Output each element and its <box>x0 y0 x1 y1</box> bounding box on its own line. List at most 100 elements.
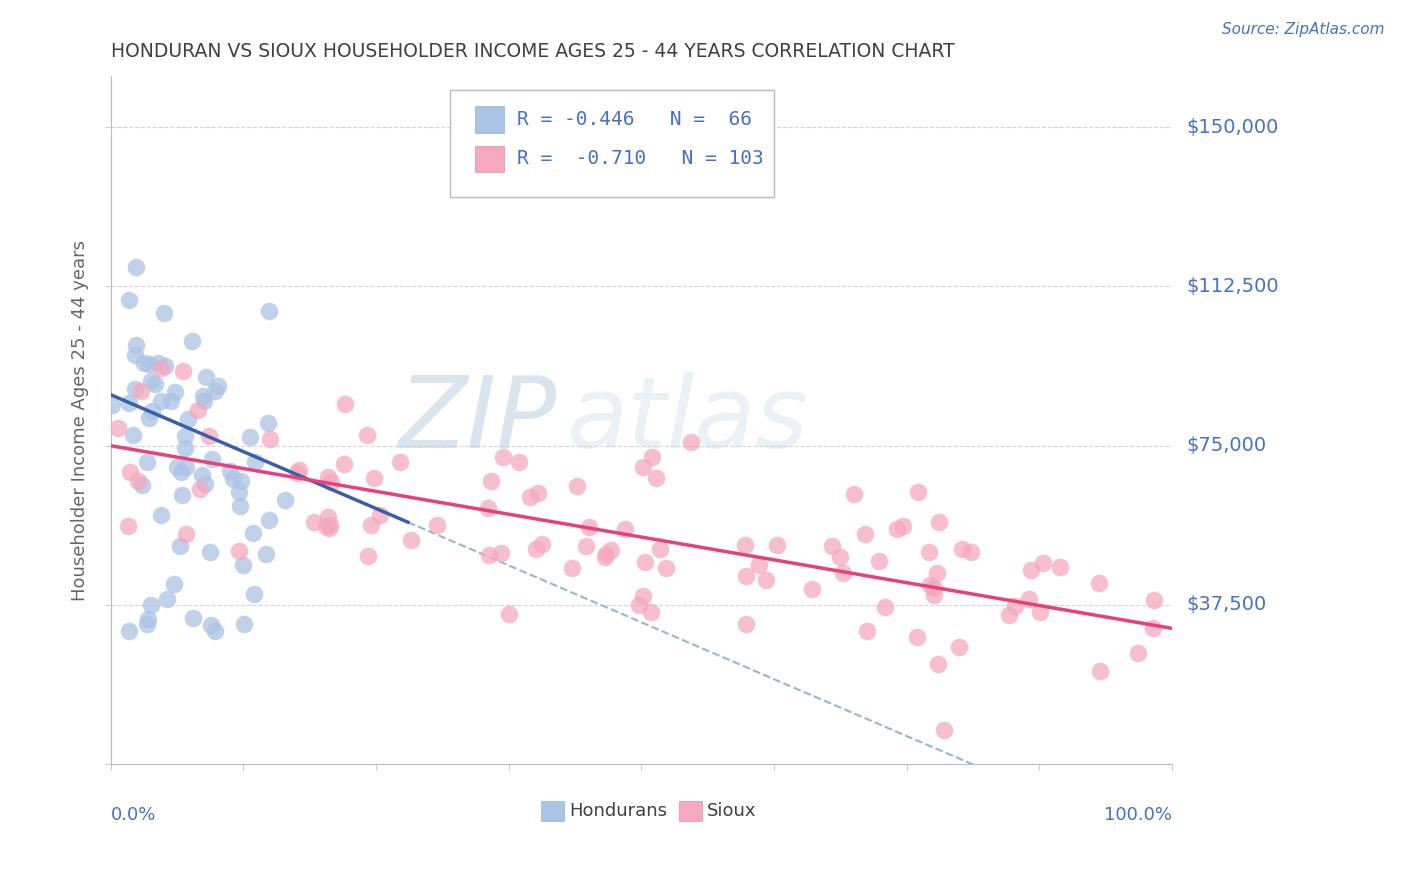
Point <box>640 605 662 619</box>
Point <box>631 589 654 603</box>
Point <box>644 471 666 485</box>
Point <box>360 518 382 533</box>
Point <box>232 616 254 631</box>
Point <box>259 432 281 446</box>
Point <box>492 450 515 464</box>
Point <box>136 612 159 626</box>
Point <box>129 384 152 398</box>
Point <box>143 377 166 392</box>
Point <box>853 526 876 541</box>
Point <box>150 360 173 375</box>
Point <box>1142 592 1164 607</box>
FancyBboxPatch shape <box>540 801 564 821</box>
Text: Sioux: Sioux <box>707 802 756 820</box>
Point <box>960 545 983 559</box>
Point <box>285 466 308 480</box>
Point <box>922 581 945 595</box>
Point <box>169 465 191 479</box>
Point <box>169 539 191 553</box>
Point <box>228 485 250 500</box>
Point <box>907 484 929 499</box>
Text: R =  -0.710   N = 103: R = -0.710 N = 103 <box>517 149 763 169</box>
Point <box>118 624 141 638</box>
Point <box>121 428 143 442</box>
Point <box>886 522 908 536</box>
Point <box>489 546 512 560</box>
Point <box>156 592 179 607</box>
Point <box>655 560 678 574</box>
Point <box>998 607 1021 622</box>
Point <box>948 640 970 654</box>
Point <box>138 357 160 371</box>
Point <box>748 558 770 572</box>
Text: Source: ZipAtlas.com: Source: ZipAtlas.com <box>1222 22 1385 37</box>
Point <box>228 544 250 558</box>
Point <box>561 561 583 575</box>
Text: 0.0%: 0.0% <box>111 805 156 823</box>
Point <box>735 569 758 583</box>
Point <box>498 607 520 621</box>
Point <box>180 334 202 348</box>
Point <box>118 293 141 307</box>
Point <box>232 558 254 573</box>
Point <box>176 459 198 474</box>
Point <box>149 508 172 522</box>
Point <box>477 500 499 515</box>
Point <box>165 385 187 400</box>
Point <box>801 582 824 596</box>
Point <box>922 589 945 603</box>
Point <box>120 466 142 480</box>
Point <box>125 260 148 275</box>
Point <box>117 518 139 533</box>
Point <box>176 527 198 541</box>
Point <box>842 487 865 501</box>
FancyBboxPatch shape <box>475 106 505 133</box>
Y-axis label: Householder Income Ages 25 - 44 years: Householder Income Ages 25 - 44 years <box>72 240 89 600</box>
Point <box>634 555 657 569</box>
Point <box>243 586 266 600</box>
Point <box>631 460 654 475</box>
Point <box>257 303 280 318</box>
Point <box>135 455 157 469</box>
Point <box>1004 599 1026 614</box>
Point <box>681 435 703 450</box>
Point <box>198 545 221 559</box>
Text: R = -0.446   N =  66: R = -0.446 N = 66 <box>517 110 752 129</box>
Point <box>932 723 955 738</box>
Point <box>918 545 941 559</box>
Point <box>141 403 163 417</box>
Point <box>166 459 188 474</box>
Point <box>242 525 264 540</box>
Point <box>173 429 195 443</box>
Point <box>229 500 252 514</box>
Point <box>318 520 340 534</box>
Point <box>207 379 229 393</box>
Point <box>131 478 153 492</box>
Point <box>107 421 129 435</box>
Point <box>363 471 385 485</box>
Point <box>735 617 758 632</box>
Point <box>204 384 226 398</box>
Point <box>200 452 222 467</box>
Point <box>163 577 186 591</box>
Point <box>204 624 226 638</box>
Point <box>527 485 550 500</box>
Point <box>302 515 325 529</box>
Point <box>146 356 169 370</box>
Point <box>124 348 146 362</box>
Point <box>134 356 156 370</box>
Point <box>613 522 636 536</box>
Point <box>950 542 973 557</box>
Point <box>399 533 422 548</box>
Point <box>891 519 914 533</box>
FancyBboxPatch shape <box>679 801 702 821</box>
Point <box>1088 664 1111 678</box>
Point <box>231 475 253 489</box>
Point <box>257 416 280 430</box>
Point <box>135 617 157 632</box>
Point <box>187 403 209 417</box>
Point <box>150 393 173 408</box>
Point <box>257 513 280 527</box>
Text: atlas: atlas <box>567 372 808 468</box>
Point <box>193 389 215 403</box>
